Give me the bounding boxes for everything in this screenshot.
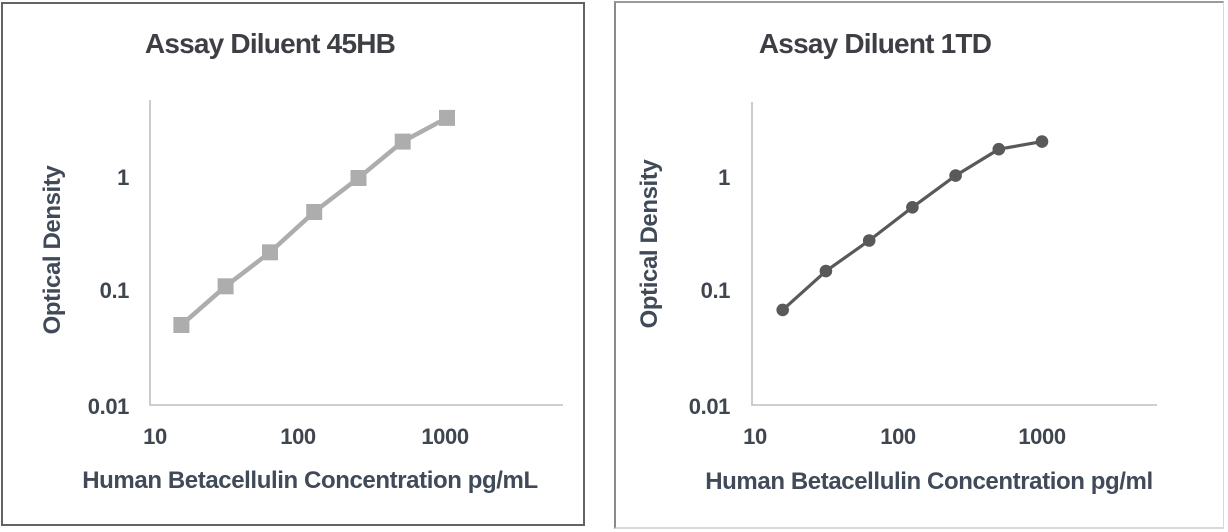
y-tick-right-0-1: 0.1 bbox=[700, 278, 731, 303]
chart-panel-1td bbox=[614, 1, 1224, 529]
x-axis-label-right: Human Betacellulin Concentration pg/ml bbox=[705, 468, 1153, 495]
chart-title-1td: Assay Diluent 1TD bbox=[758, 28, 992, 59]
x-tick-right-1000: 1000 bbox=[1018, 424, 1066, 449]
x-tick-left-1000: 1000 bbox=[421, 424, 469, 449]
x-axis-label-left: Human Betacellulin Concentration pg/mL bbox=[82, 467, 538, 494]
y-tick-right-0-01: 0.01 bbox=[688, 394, 731, 419]
y-tick-left-0-01: 0.01 bbox=[87, 394, 130, 419]
x-tick-right-10: 10 bbox=[743, 424, 767, 449]
y-tick-left-0-1: 0.1 bbox=[99, 278, 130, 303]
y-tick-left-1: 1 bbox=[117, 165, 129, 190]
y-axis-label-left: Optical Density bbox=[39, 165, 66, 335]
x-tick-right-100: 100 bbox=[880, 424, 916, 449]
x-tick-left-10: 10 bbox=[143, 424, 167, 449]
chart-title-45hb: Assay Diluent 45HB bbox=[144, 28, 396, 59]
x-tick-left-100: 100 bbox=[280, 424, 316, 449]
y-tick-right-1: 1 bbox=[718, 165, 730, 190]
